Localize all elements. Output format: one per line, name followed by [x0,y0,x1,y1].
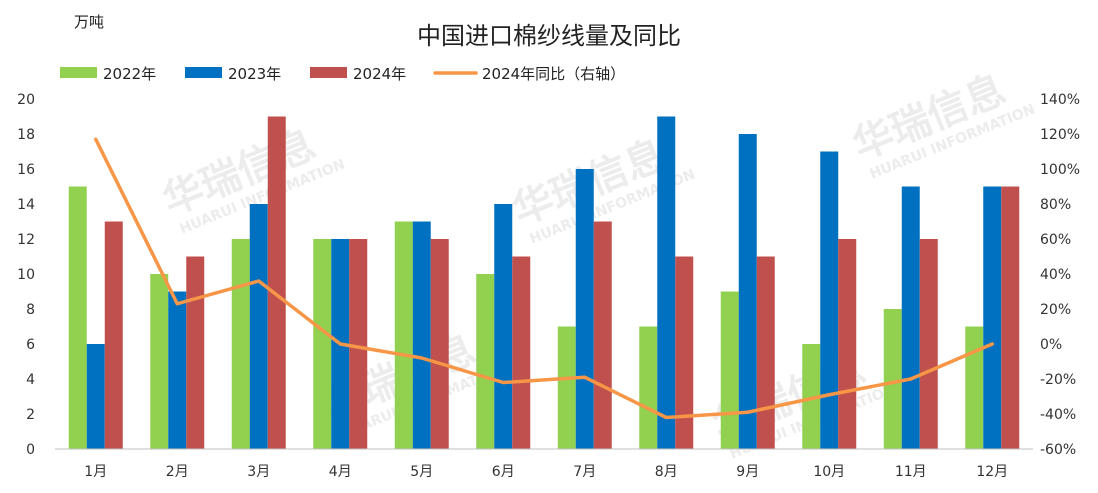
y-left-tick-label: 12 [17,232,35,248]
x-tick-label: 10月 [813,464,845,480]
unit-label: 万吨 [74,13,104,31]
y-left-tick-label: 20 [17,92,35,108]
y-right-tick-label: 40% [1040,267,1071,283]
y-left-tick-label: 18 [17,127,35,143]
bar-2022年 [150,274,169,449]
bar-2024年 [349,239,368,449]
bar-2022年 [476,274,495,449]
x-tick-label: 1月 [84,464,107,480]
bar-2024年 [675,256,694,449]
bar-2023年 [738,134,757,449]
bar-2024年 [430,239,449,449]
y-right-tick-label: 0% [1040,337,1062,353]
y-left-tick-label: 4 [26,372,35,388]
x-tick-label: 3月 [247,464,270,480]
bar-2024年 [1001,186,1020,449]
legend-item: 2024年 [310,65,406,83]
bar-2023年 [494,204,513,449]
axes: 0 2 4 6 8 10 12 14 16 18 20 -60% -40% -20% 0% 20% 40% 60%… [17,92,1080,480]
bar-2022年 [313,239,332,449]
bar-2022年 [720,291,739,449]
bar-2024年 [267,116,286,449]
legend-swatch [310,67,347,78]
bar-2023年 [86,344,105,449]
bar-2024年 [593,221,612,449]
legend-swatch [185,67,222,78]
y-right-tick-label: -20% [1040,372,1076,388]
y-right-tick-label: 100% [1040,162,1080,178]
x-tick-label: 4月 [329,464,352,480]
x-tick-label: 9月 [736,464,759,480]
y-right-tick-label: -60% [1040,442,1076,458]
legend-item: 2023年 [185,65,281,83]
x-tick-label: 11月 [895,464,927,480]
legend-swatch [60,67,97,78]
bar-2023年 [249,204,268,449]
bar-2023年 [820,151,839,449]
legend-item: 2024年同比（右轴） [433,65,625,83]
bar-2023年 [412,221,431,449]
y-left-tick-label: 6 [26,337,35,353]
bars [68,116,1020,449]
legend-label: 2022年 [103,65,156,83]
bar-2023年 [657,116,676,449]
bar-2024年 [838,239,857,449]
bar-2022年 [231,239,250,449]
x-tick-label: 5月 [410,464,433,480]
x-tick-label: 7月 [573,464,596,480]
bar-2022年 [802,344,821,449]
y-right-tick-label: 60% [1040,232,1071,248]
bar-2022年 [68,186,87,449]
bar-2024年 [512,256,531,449]
bar-2022年 [965,326,984,449]
y-left-tick-label: 0 [26,442,35,458]
bar-2024年 [919,239,938,449]
x-tick-label: 8月 [655,464,678,480]
bar-2022年 [394,221,413,449]
bar-2022年 [883,309,902,449]
x-tick-label: 12月 [976,464,1008,480]
y-right-tick-label: -40% [1040,407,1076,423]
y-left-tick-label: 10 [17,267,35,283]
y-left-tick-label: 2 [26,407,35,423]
bar-2023年 [575,169,594,449]
yoy-line [94,137,994,420]
bar-2023年 [983,186,1002,449]
bar-2022年 [557,326,576,449]
y-right-tick-label: 140% [1040,92,1080,108]
bar-2023年 [901,186,920,449]
bar-2024年 [186,256,205,449]
chart-title: 中国进口棉纱线量及同比 [417,22,681,50]
y-right-tick-label: 20% [1040,302,1071,318]
yoy-line-layer [94,137,994,420]
legend-label: 2024年同比（右轴） [482,65,625,83]
bar-2022年 [639,326,658,449]
y-left-tick-label: 16 [17,162,35,178]
legend-label: 2023年 [228,65,281,83]
y-right-tick-label: 120% [1040,127,1080,143]
legend: 2022年 2023年 2024年 2024年同比（右轴） [60,65,625,83]
y-left-tick-label: 8 [26,302,35,318]
y-right-tick-label: 80% [1040,197,1071,213]
y-left-tick-label: 14 [17,197,35,213]
x-tick-label: 2月 [166,464,189,480]
bar-2023年 [168,291,187,449]
legend-label: 2024年 [353,65,406,83]
legend-item: 2022年 [60,65,156,83]
bar-2024年 [104,221,123,449]
bar-2024年 [756,256,775,449]
x-tick-label: 6月 [492,464,515,480]
